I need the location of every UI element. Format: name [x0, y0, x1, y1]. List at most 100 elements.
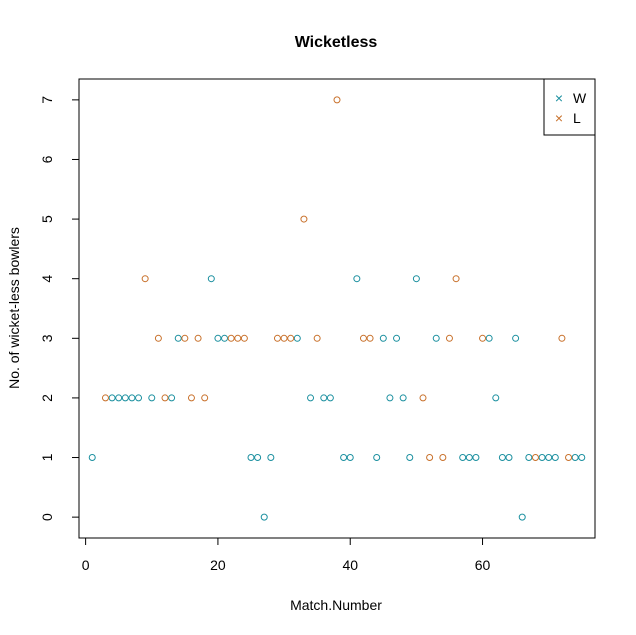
data-point-W — [399, 394, 407, 402]
data-point-W — [207, 275, 215, 283]
data-point-L — [161, 394, 169, 402]
data-point-W — [465, 454, 473, 462]
data-point-W — [525, 454, 533, 462]
data-point-W — [538, 454, 546, 462]
data-point-L — [333, 96, 341, 104]
y-tick-label: 6 — [39, 155, 55, 163]
y-tick-label: 2 — [39, 394, 55, 402]
legend-label-L: L — [573, 110, 581, 126]
data-point-L — [445, 334, 453, 342]
y-tick-label: 0 — [39, 513, 55, 521]
data-point-W — [518, 513, 526, 521]
x-axis-label: Match.Number — [290, 597, 382, 613]
x-tick-label: 0 — [82, 557, 90, 573]
data-point-W — [254, 454, 262, 462]
y-tick-label: 4 — [39, 275, 55, 283]
data-point-L — [154, 334, 162, 342]
data-point-W — [340, 454, 348, 462]
data-point-W — [121, 394, 129, 402]
data-point-L — [565, 454, 573, 462]
data-point-L — [558, 334, 566, 342]
data-point-W — [247, 454, 255, 462]
data-point-W — [571, 454, 579, 462]
data-point-W — [320, 394, 328, 402]
data-point-L — [280, 334, 288, 342]
legend-marker-W: × — [555, 90, 563, 106]
data-point-W — [485, 334, 493, 342]
data-point-W — [551, 454, 559, 462]
data-point-L — [426, 454, 434, 462]
data-point-W — [353, 275, 361, 283]
data-point-L — [313, 334, 321, 342]
data-point-L — [101, 394, 109, 402]
x-tick-label: 40 — [342, 557, 358, 573]
data-point-W — [545, 454, 553, 462]
data-point-W — [578, 454, 586, 462]
data-point-W — [346, 454, 354, 462]
data-point-W — [108, 394, 116, 402]
data-point-W — [505, 454, 513, 462]
x-tick-label: 60 — [475, 557, 491, 573]
data-point-L — [201, 394, 209, 402]
data-point-L — [359, 334, 367, 342]
data-point-L — [366, 334, 374, 342]
y-axis: 0 1 2 3 4 5 6 7 — [39, 96, 80, 521]
x-tick-label: 20 — [210, 557, 226, 573]
data-point-W — [432, 334, 440, 342]
data-point-W — [214, 334, 222, 342]
data-point-W — [148, 394, 156, 402]
legend-box — [543, 78, 596, 136]
data-point-W — [221, 334, 229, 342]
data-point-W — [512, 334, 520, 342]
data-point-L — [227, 334, 235, 342]
data-point-W — [373, 454, 381, 462]
y-tick-label: 7 — [39, 96, 55, 104]
data-point-W — [459, 454, 467, 462]
data-point-W — [168, 394, 176, 402]
data-point-L — [439, 454, 447, 462]
legend-marker-L: × — [555, 110, 563, 126]
x-axis: 0 20 40 60 — [82, 537, 491, 573]
data-point-W — [174, 334, 182, 342]
data-point-W — [386, 394, 394, 402]
data-point-L — [419, 394, 427, 402]
data-point-W — [393, 334, 401, 342]
data-point-L — [273, 334, 281, 342]
data-point-W — [128, 394, 136, 402]
data-point-L — [141, 275, 149, 283]
data-point-W — [412, 275, 420, 283]
data-point-L — [452, 275, 460, 283]
y-tick-label: 1 — [39, 453, 55, 461]
data-points — [88, 96, 586, 521]
data-point-W — [498, 454, 506, 462]
data-point-L — [531, 454, 539, 462]
legend-label-W: W — [573, 90, 587, 106]
data-point-W — [379, 334, 387, 342]
data-point-W — [472, 454, 480, 462]
data-point-W — [260, 513, 268, 521]
data-point-L — [300, 215, 308, 223]
plot-frame — [78, 78, 596, 539]
y-tick-label: 3 — [39, 334, 55, 342]
data-point-W — [307, 394, 315, 402]
data-point-L — [187, 394, 195, 402]
data-point-L — [194, 334, 202, 342]
data-point-L — [234, 334, 242, 342]
data-point-W — [88, 454, 96, 462]
data-point-W — [293, 334, 301, 342]
chart-title: Wicketless — [295, 34, 378, 51]
data-point-W — [406, 454, 414, 462]
data-point-W — [135, 394, 143, 402]
data-point-L — [287, 334, 295, 342]
legend: × W × L — [543, 78, 596, 136]
y-axis-label: No. of wicket-less bowlers — [6, 227, 22, 389]
data-point-W — [492, 394, 500, 402]
data-point-W — [326, 394, 334, 402]
data-point-W — [267, 454, 275, 462]
y-tick-label: 5 — [39, 215, 55, 223]
data-point-L — [479, 334, 487, 342]
data-point-L — [181, 334, 189, 342]
data-point-W — [115, 394, 123, 402]
data-point-L — [240, 334, 248, 342]
